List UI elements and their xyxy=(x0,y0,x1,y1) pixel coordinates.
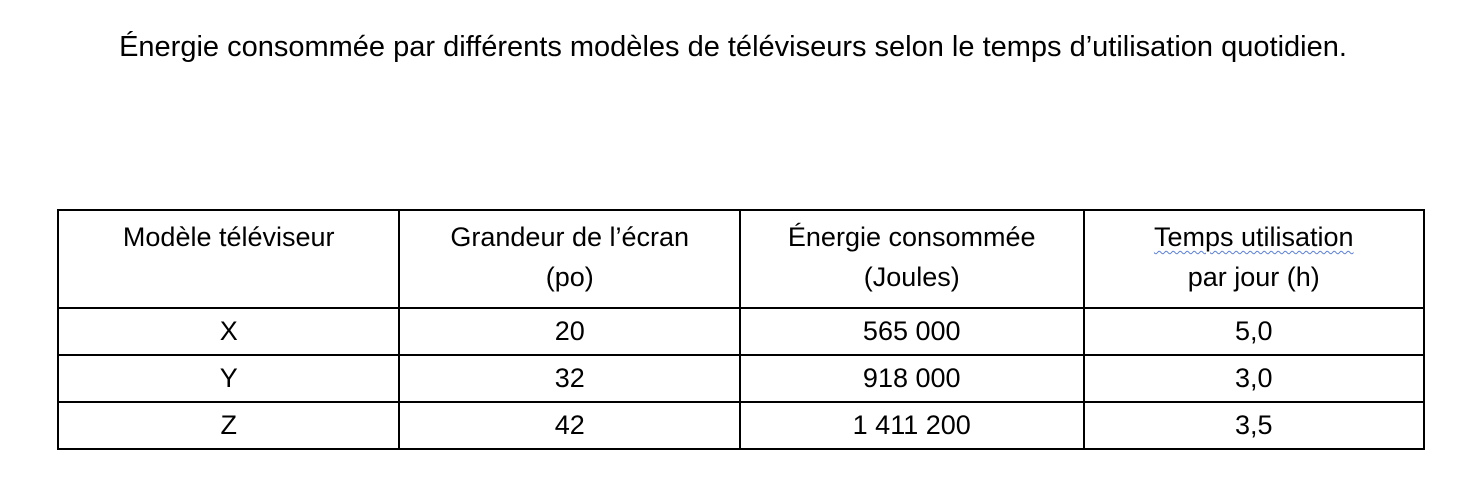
header-row: Modèle téléviseur Grandeur de l’écran (po)… xyxy=(56,209,1425,309)
header-text: (po) xyxy=(545,262,594,292)
table-cell: 565 000 xyxy=(738,307,1085,356)
header-cell: Modèle téléviseur xyxy=(56,209,401,309)
table-cell: 32 xyxy=(398,354,741,403)
table-cell: Z xyxy=(56,401,401,450)
table-cell: 1 411 200 xyxy=(738,401,1085,450)
data-table: Modèle téléviseur Grandeur de l’écran (po)… xyxy=(56,209,1425,450)
table-cell: 3,5 xyxy=(1082,401,1425,450)
table-body: X 20 565 000 5,0 Y 32 918 000 3,0 Z 42 1 411 200 3,… xyxy=(56,307,1425,450)
table-row: X 20 565 000 5,0 xyxy=(56,307,1425,356)
table-cell: 918 000 xyxy=(738,354,1085,403)
table-cell: X xyxy=(56,307,401,356)
table-cell: 3,0 xyxy=(1082,354,1425,403)
table-row: Z 42 1 411 200 3,5 xyxy=(56,401,1425,450)
table-cell: Y xyxy=(56,354,401,403)
table-cell: 20 xyxy=(398,307,741,356)
header-text: (Joules) xyxy=(863,262,960,292)
table-cell: 5,0 xyxy=(1082,307,1425,356)
table-cell: 42 xyxy=(398,401,741,450)
header-cell: Temps utilisation par jour (h) xyxy=(1082,209,1425,309)
table-head: Modèle téléviseur Grandeur de l’écran (po)… xyxy=(56,209,1425,309)
header-text: Grandeur de l’écran xyxy=(450,222,690,252)
header-text: Modèle téléviseur xyxy=(122,222,335,252)
header-text: par jour (h) xyxy=(1187,262,1320,292)
header-cell: Énergie consommée (Joules) xyxy=(738,209,1085,309)
header-text: Énergie consommée xyxy=(787,222,1036,252)
header-text: Temps utilisation xyxy=(1153,222,1354,252)
header-cell: Grandeur de l’écran (po) xyxy=(398,209,741,309)
title: Énergie consommée par différents modèles… xyxy=(119,31,1347,63)
table-row: Y 32 918 000 3,0 xyxy=(56,354,1425,403)
